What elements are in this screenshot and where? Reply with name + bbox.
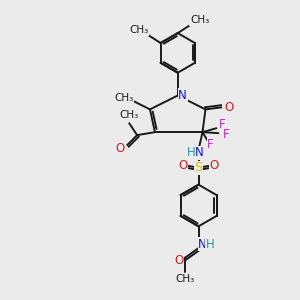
Text: O: O [178, 159, 187, 172]
Text: F: F [219, 118, 226, 131]
Text: CH₃: CH₃ [120, 110, 139, 120]
Text: O: O [210, 159, 219, 172]
Text: N: N [195, 146, 204, 160]
Text: N: N [178, 89, 187, 102]
Text: CH₃: CH₃ [115, 94, 134, 103]
Text: O: O [116, 142, 125, 154]
Text: H: H [187, 146, 196, 160]
Text: CH₃: CH₃ [129, 25, 148, 35]
Text: S: S [194, 161, 203, 174]
Text: N: N [198, 238, 207, 250]
Text: CH₃: CH₃ [190, 15, 209, 25]
Text: O: O [225, 101, 234, 114]
Text: F: F [207, 138, 214, 151]
Text: F: F [223, 128, 230, 141]
Text: CH₃: CH₃ [175, 274, 194, 284]
Text: O: O [174, 254, 183, 268]
Text: H: H [206, 238, 215, 250]
